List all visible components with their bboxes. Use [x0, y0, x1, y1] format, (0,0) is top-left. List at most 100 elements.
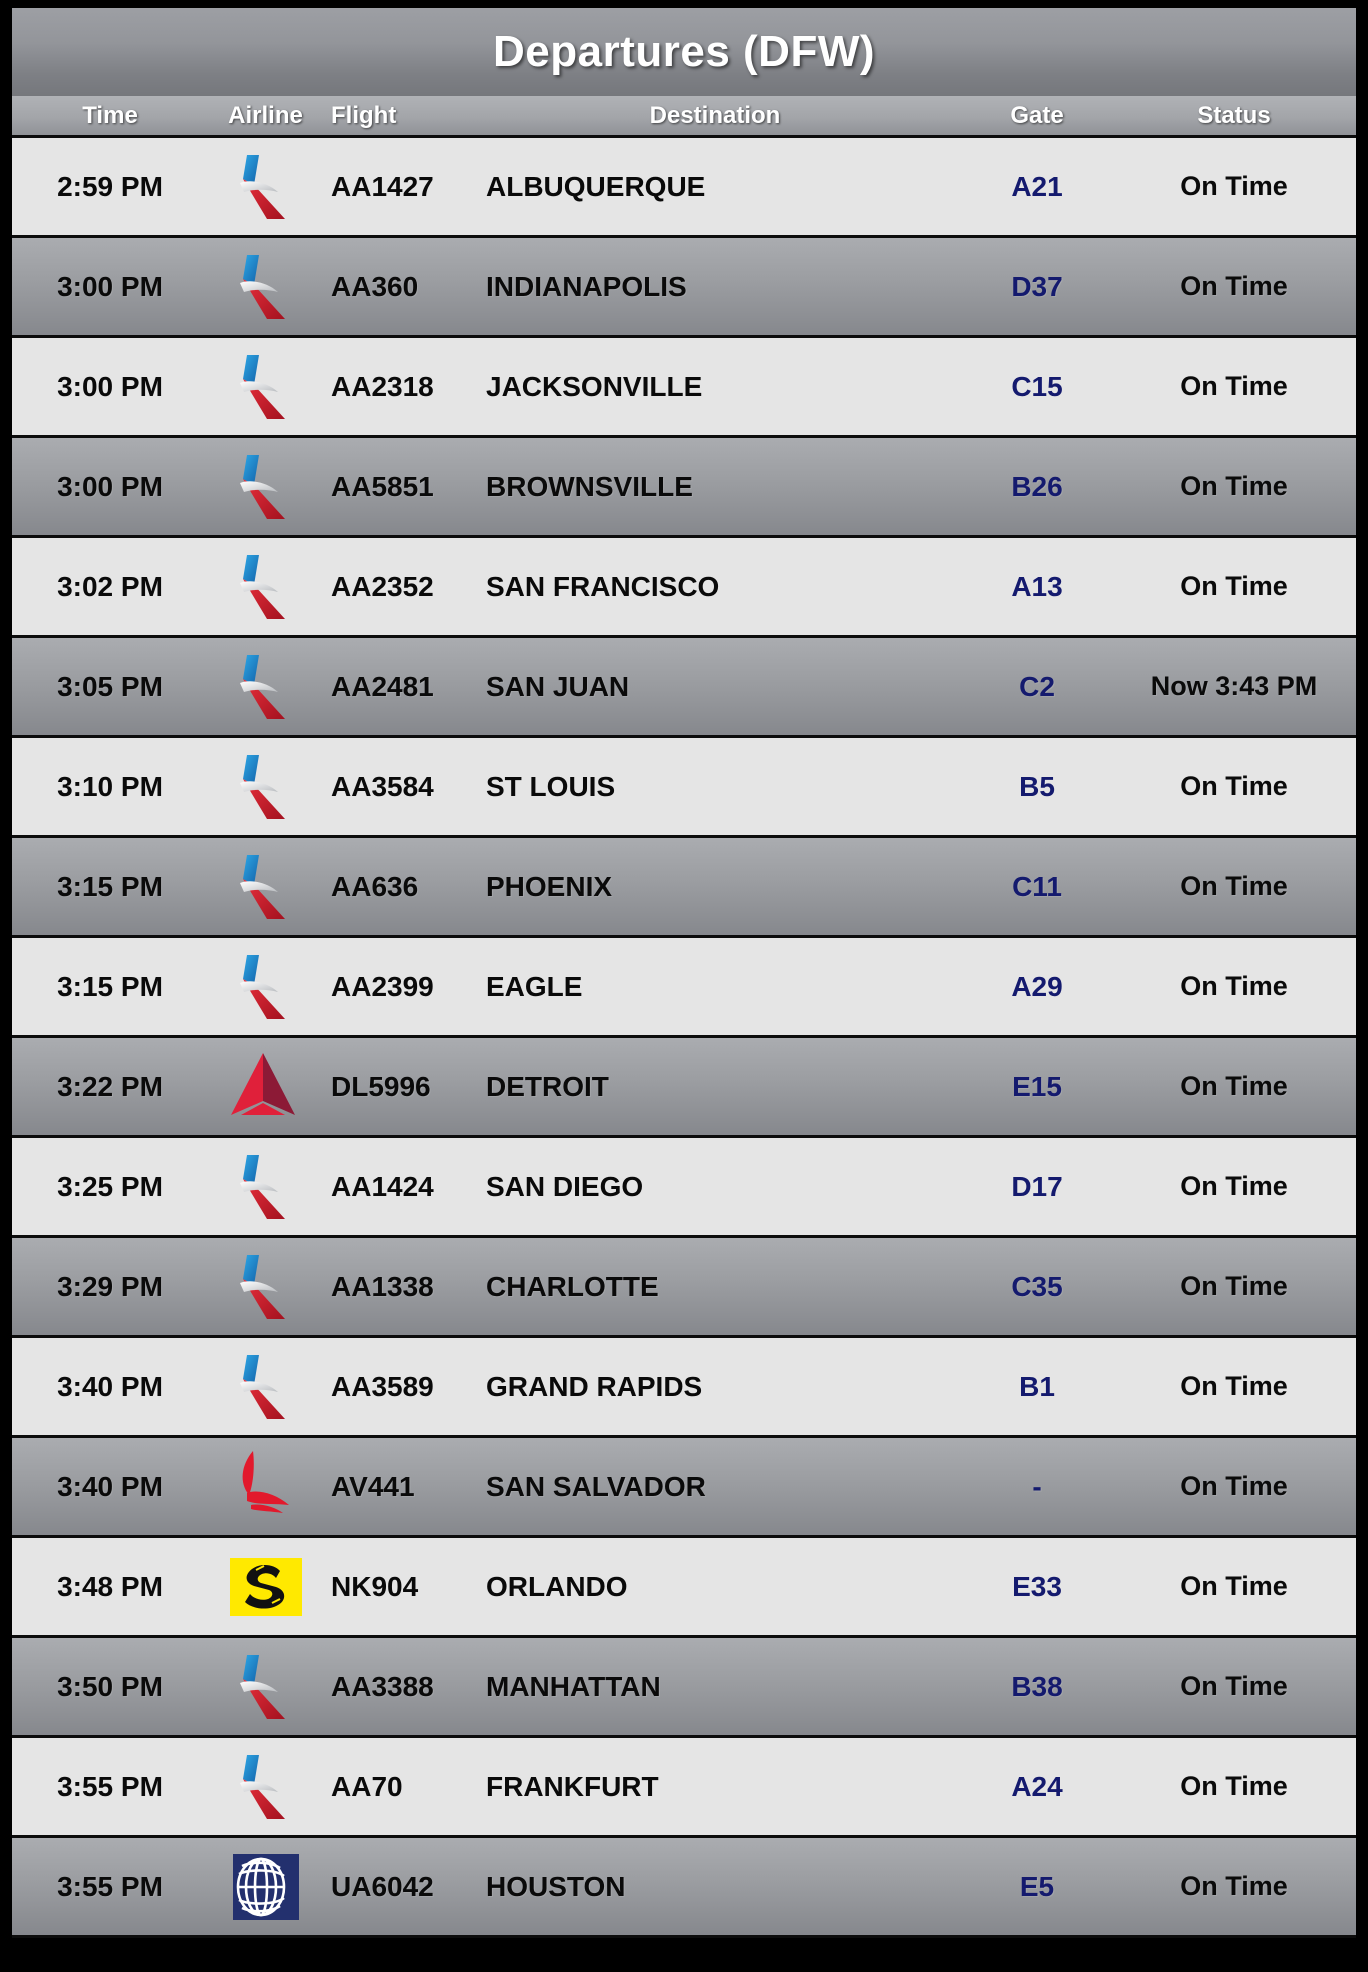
american-airlines-logo-icon — [223, 249, 309, 325]
cell-gate: E33 — [1012, 1570, 1062, 1602]
table-row[interactable]: 3:00 PM AA2318 JACKSONVILLE C15 On Time — [12, 338, 1356, 438]
cell-airline — [208, 649, 323, 725]
cell-gate: E15 — [1012, 1070, 1062, 1102]
american-airlines-logo-icon — [223, 1649, 309, 1725]
table-row[interactable]: 3:29 PM AA1338 CHARLOTTE C35 On Time — [12, 1238, 1356, 1338]
cell-flight: AA3584 — [331, 770, 434, 802]
cell-flight: NK904 — [331, 1570, 419, 1602]
board-title-bar: Departures (DFW) — [12, 8, 1356, 96]
cell-flight: AA2318 — [331, 370, 434, 402]
cell-airline — [208, 1349, 323, 1425]
table-row[interactable]: 3:40 PM AA3589 GRAND RAPIDS B1 On Time — [12, 1338, 1356, 1438]
table-row[interactable]: 3:55 PM UA6042 HOUSTON E5 On Time — [12, 1838, 1356, 1938]
cell-status: On Time — [1180, 571, 1288, 601]
cell-time: 3:02 PM — [57, 570, 163, 602]
cell-airline — [208, 949, 323, 1025]
cell-destination: MANHATTAN — [486, 1670, 661, 1702]
cell-destination: FRANKFURT — [486, 1770, 659, 1802]
table-row[interactable]: 3:25 PM AA1424 SAN DIEGO D17 On Time — [12, 1138, 1356, 1238]
american-airlines-logo-icon — [223, 1349, 309, 1425]
cell-status: On Time — [1180, 1071, 1288, 1101]
cell-status: On Time — [1180, 1871, 1288, 1901]
cell-time: 3:15 PM — [57, 970, 163, 1002]
cell-status: On Time — [1180, 871, 1288, 901]
cell-airline — [208, 1449, 323, 1525]
cell-flight: AA2481 — [331, 670, 434, 702]
cell-destination: SAN DIEGO — [486, 1170, 644, 1202]
united-airlines-logo-icon — [232, 1853, 299, 1920]
table-row[interactable]: 3:22 PM DL5996 DETROIT E15 On Time — [12, 1038, 1356, 1138]
cell-time: 2:59 PM — [57, 170, 163, 202]
american-airlines-logo-icon — [223, 649, 309, 725]
table-row[interactable]: 3:48 PM NK904 ORLANDO E33 On Time — [12, 1538, 1356, 1638]
cell-flight: DL5996 — [331, 1070, 431, 1102]
cell-status: On Time — [1180, 1771, 1288, 1801]
cell-airline — [208, 1149, 323, 1225]
american-airlines-logo-icon — [223, 949, 309, 1025]
cell-airline — [208, 1749, 323, 1825]
table-row[interactable]: 3:00 PM AA5851 BROWNSVILLE B26 On Time — [12, 438, 1356, 538]
page-title: Departures (DFW) — [492, 27, 876, 76]
table-row[interactable]: 3:00 PM AA360 INDIANAPOLIS D37 On Time — [12, 238, 1356, 338]
american-airlines-logo-icon — [223, 749, 309, 825]
table-row[interactable]: 3:10 PM AA3584 ST LOUIS B5 On Time — [12, 738, 1356, 838]
cell-flight: AA1338 — [331, 1270, 434, 1302]
column-header-time: Time — [82, 101, 138, 129]
cell-status: On Time — [1180, 371, 1288, 401]
table-header-row: Time Airline Flight Destination Gate Sta… — [12, 96, 1356, 138]
cell-gate: D17 — [1011, 1170, 1063, 1202]
flight-rows-container: 2:59 PM AA1427 ALBUQUERQUE A21 On Time 3:00 P… — [12, 138, 1356, 1938]
cell-airline — [208, 849, 323, 925]
column-header-gate: Gate — [1010, 101, 1064, 129]
cell-time: 3:25 PM — [57, 1170, 163, 1202]
cell-flight: AA1424 — [331, 1170, 434, 1202]
table-row[interactable]: 3:55 PM AA70 FRANKFURT A24 On Time — [12, 1738, 1356, 1838]
cell-flight: AA2352 — [331, 570, 434, 602]
cell-airline — [208, 1049, 323, 1125]
american-airlines-logo-icon — [223, 1249, 309, 1325]
cell-gate: C15 — [1011, 370, 1063, 402]
cell-airline — [208, 1249, 323, 1325]
cell-destination: EAGLE — [486, 970, 583, 1002]
cell-status: On Time — [1180, 1171, 1288, 1201]
cell-destination: DETROIT — [486, 1070, 609, 1102]
cell-status: On Time — [1180, 971, 1288, 1001]
cell-airline — [208, 1649, 323, 1725]
cell-destination: PHOENIX — [486, 870, 613, 902]
cell-flight: AA70 — [331, 1770, 403, 1802]
delta-air-lines-logo-icon — [223, 1049, 309, 1125]
cell-destination: SAN SALVADOR — [486, 1470, 706, 1502]
cell-gate: B38 — [1011, 1670, 1063, 1702]
american-airlines-logo-icon — [223, 849, 309, 925]
american-airlines-logo-icon — [223, 1749, 309, 1825]
table-row[interactable]: 3:15 PM AA2399 EAGLE A29 On Time — [12, 938, 1356, 1038]
table-row[interactable]: 3:05 PM AA2481 SAN JUAN C2 Now 3:43 PM — [12, 638, 1356, 738]
cell-status: On Time — [1180, 771, 1288, 801]
cell-gate: - — [1032, 1470, 1042, 1502]
cell-flight: AA1427 — [331, 170, 434, 202]
column-header-airline: Airline — [228, 101, 303, 129]
table-row[interactable]: 3:02 PM AA2352 SAN FRANCISCO A13 On Time — [12, 538, 1356, 638]
cell-destination: GRAND RAPIDS — [486, 1370, 703, 1402]
cell-time: 3:00 PM — [57, 270, 163, 302]
cell-airline — [208, 749, 323, 825]
american-airlines-logo-icon — [223, 349, 309, 425]
cell-gate: B5 — [1019, 770, 1055, 802]
table-row[interactable]: 2:59 PM AA1427 ALBUQUERQUE A21 On Time — [12, 138, 1356, 238]
cell-time: 3:15 PM — [57, 870, 163, 902]
cell-time: 3:29 PM — [57, 1270, 163, 1302]
cell-status: On Time — [1180, 1371, 1288, 1401]
cell-gate: E5 — [1019, 1870, 1055, 1902]
cell-destination: SAN FRANCISCO — [486, 570, 720, 602]
column-header-flight: Flight — [331, 101, 397, 129]
table-row[interactable]: 3:50 PM AA3388 MANHATTAN B38 On Time — [12, 1638, 1356, 1738]
cell-gate: C2 — [1019, 670, 1055, 702]
table-row[interactable]: 3:15 PM AA636 PHOENIX C11 On Time — [12, 838, 1356, 938]
table-row[interactable]: 3:40 PM AV441 SAN SALVADOR - On Time — [12, 1438, 1356, 1538]
cell-status: On Time — [1180, 271, 1288, 301]
cell-airline — [208, 1557, 323, 1616]
american-airlines-logo-icon — [223, 449, 309, 525]
cell-status: On Time — [1180, 1471, 1288, 1501]
cell-gate: D37 — [1011, 270, 1063, 302]
cell-gate: C11 — [1012, 870, 1062, 902]
